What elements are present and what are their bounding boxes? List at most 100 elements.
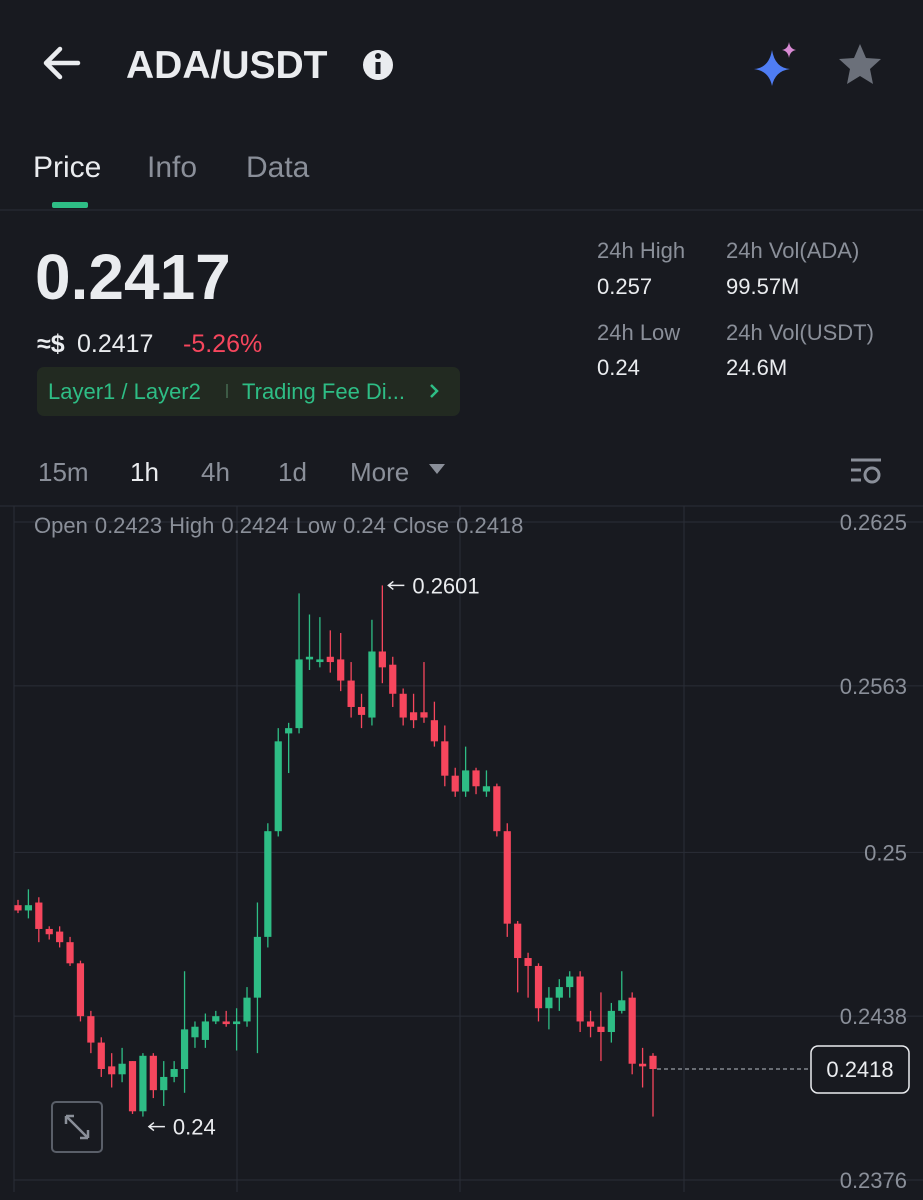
candle-body	[649, 1055, 657, 1070]
last-price-box	[810, 1045, 910, 1094]
extreme-label: 0.2601	[412, 573, 479, 598]
candle-body	[243, 997, 251, 1022]
interval[interactable]: More	[350, 457, 409, 487]
stat-label: 24h Low	[597, 320, 680, 345]
stat-value: 0.257	[597, 274, 652, 299]
ohlc-value: 0.2424	[221, 513, 288, 538]
ohlc-label: Low	[296, 513, 336, 538]
fullscreen-button[interactable]	[51, 1101, 103, 1153]
interval[interactable]: 1d	[278, 457, 307, 487]
favorite-star[interactable]	[839, 44, 881, 84]
candle-body	[347, 680, 355, 707]
candle-body	[118, 1063, 126, 1075]
candle-body	[24, 905, 33, 911]
candle-body	[45, 928, 53, 935]
candle-body	[566, 976, 574, 988]
y-tick-label: 0.25	[864, 840, 907, 865]
tag[interactable]: Trading Fee Di...	[242, 379, 405, 404]
pair-title: ADA/USDT	[126, 44, 328, 87]
candle-body	[472, 770, 480, 787]
stat-value: 0.24	[597, 355, 640, 380]
candle-body	[139, 1055, 147, 1112]
candle-body	[368, 651, 376, 718]
candle-body	[76, 963, 85, 1017]
ohlc-readout: Open 0.2423 High 0.2424 Low 0.24 Close 0.2418	[34, 513, 523, 538]
candle-body	[14, 905, 22, 911]
tab[interactable]: Price	[33, 151, 101, 184]
candle-body	[108, 1066, 116, 1075]
candle-body	[56, 931, 64, 943]
candle-body	[170, 1069, 178, 1077]
stat-label: 24h High	[597, 238, 685, 263]
tab[interactable]: Data	[246, 151, 310, 184]
interval[interactable]: 4h	[201, 457, 230, 487]
tag[interactable]: Layer1 / Layer2	[48, 379, 201, 404]
candle-body	[462, 770, 470, 792]
candle-body	[264, 831, 272, 937]
tag-separator	[226, 384, 228, 398]
candle-body	[399, 693, 407, 718]
candle-body	[597, 1026, 605, 1033]
candle-body	[305, 656, 314, 660]
candle-body	[409, 712, 418, 721]
ai-icon[interactable]	[754, 42, 796, 86]
stat-label: 24h Vol(USDT)	[726, 320, 874, 345]
tab[interactable]: Info	[147, 151, 197, 184]
candle-body	[482, 786, 491, 792]
last-price-label: 0.2418	[826, 1057, 893, 1082]
candle-body	[451, 775, 459, 792]
candle-body	[430, 720, 438, 742]
candle-body	[295, 659, 303, 729]
y-tick-label: 0.2376	[840, 1168, 907, 1193]
candle-body	[326, 656, 334, 663]
stat-label: 24h Vol(ADA)	[726, 238, 859, 263]
stat-value: 99.57M	[726, 274, 799, 299]
ohlc-value: 0.2418	[456, 513, 523, 538]
candle-body	[212, 1016, 220, 1022]
ohlc-label: High	[169, 513, 214, 538]
interval[interactable]: 15m	[38, 457, 89, 487]
candle-body	[534, 965, 543, 1009]
stat-value: 24.6M	[726, 355, 787, 380]
candle-body	[128, 1061, 137, 1112]
dropdown-arrow	[429, 464, 445, 474]
candle-body	[97, 1042, 105, 1070]
candle-body	[222, 1021, 230, 1025]
ohlc-label: Close	[393, 513, 449, 538]
candle-body	[316, 659, 324, 663]
candle-body	[378, 651, 386, 668]
chart-settings-icon[interactable]	[851, 458, 881, 484]
candle-body	[233, 1021, 241, 1025]
candle-body	[524, 958, 532, 966]
candle-body	[201, 1021, 209, 1040]
ohlc-value: 0.24	[343, 513, 386, 538]
chevron	[430, 384, 439, 398]
back-button[interactable]	[43, 46, 81, 80]
candle-body	[555, 987, 563, 998]
candle-body	[586, 1021, 595, 1027]
candle-body	[191, 1026, 199, 1038]
candle-body	[357, 706, 366, 715]
candle-body	[628, 997, 636, 1064]
candle-body	[503, 831, 511, 924]
candle-body	[337, 659, 345, 681]
candle-body	[253, 936, 262, 998]
ohlc-label: Open	[34, 513, 88, 538]
ohlc-value: 0.2423	[95, 513, 162, 538]
candle-body	[180, 1029, 189, 1070]
candle-body	[35, 902, 43, 929]
candle-body	[638, 1063, 647, 1067]
annotation-arrow	[147, 1121, 165, 1132]
candle-body	[607, 1010, 615, 1033]
candle-body	[66, 942, 74, 964]
candle-body	[420, 712, 428, 718]
y-tick-label: 0.2563	[840, 674, 907, 699]
interval[interactable]: 1h	[130, 457, 159, 487]
last-price: 0.2417	[35, 241, 231, 313]
candle-body	[87, 1016, 95, 1043]
candle-body	[389, 664, 397, 694]
tag-bar[interactable]	[37, 367, 460, 416]
info-icon[interactable]	[363, 50, 393, 80]
extreme-label: 0.24	[173, 1115, 216, 1140]
